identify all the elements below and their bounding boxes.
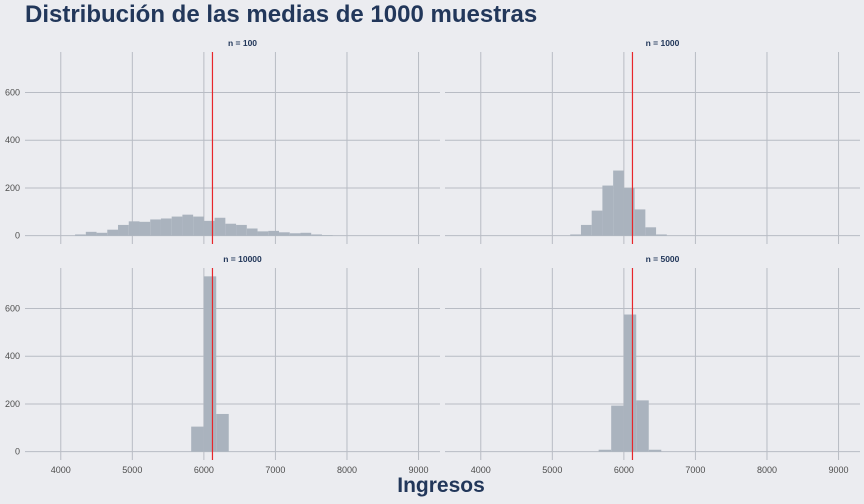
panel-4-bar-4 [636,400,649,452]
panel-1-bar-5 [118,224,129,236]
panel-1-bar-7 [139,221,151,236]
panel-3-y-tick-label-0: 0 [15,447,20,457]
panel-1-bar-19 [268,230,280,236]
panel-3-y-tick-label-400: 400 [5,351,20,361]
panel-2-strip-label: n = 1000 [646,38,680,48]
panel-2-bar-6 [623,187,635,236]
panel-4-bar-5 [648,449,662,452]
panel-1-bar-11 [182,214,194,236]
chart-title: Distribución de las medias de 1000 muest… [25,1,538,28]
panel-3-x-tick-label-7000: 7000 [265,465,285,475]
panel-2-bar-3 [591,210,603,236]
panel-3-y-tick-label-200: 200 [5,399,20,409]
panel-4-strip-label: n = 5000 [646,254,680,264]
panel-1-bar-22 [300,232,312,236]
panel-1-bar-23 [311,234,322,236]
panel-3-bar-3 [216,413,229,452]
panel-2-bar-5 [613,170,624,236]
panel-1-strip-label: n = 100 [228,38,257,48]
panel-3-x-tick-label-9000: 9000 [409,465,429,475]
panel-1-bar-8 [150,219,161,236]
panel-4-x-tick-label-5000: 5000 [542,465,562,475]
panel-1-bar-1 [75,234,86,236]
panel-2-bar-1 [570,234,581,236]
panel-1-bar-6 [128,221,140,236]
panel-1-bar-9 [160,218,172,236]
panel-4-bar-1 [598,449,612,452]
panel-1-bar-16 [236,224,247,236]
panel-1-bar-15 [225,223,237,236]
panel-3-y-tick-label-600: 600 [5,304,20,314]
panel-4-x-tick-label-8000: 8000 [757,465,777,475]
panel-1-bar-3 [96,232,108,236]
panel-3-x-tick-label-8000: 8000 [337,465,357,475]
panel-1-bar-13 [203,220,215,236]
panel-1-bar-18 [257,231,269,236]
panel-2-bar-8 [645,227,657,236]
panel-3-x-tick-label-5000: 5000 [122,465,142,475]
panel-4-x-tick-label-6000: 6000 [614,465,634,475]
panel-1-bar-21 [289,233,301,236]
panel-3-strip-label: n = 10000 [223,254,262,264]
panel-1-y-tick-label-400: 400 [5,135,20,145]
panel-4-x-tick-label-4000: 4000 [471,465,491,475]
panel-1-y-tick-label-0: 0 [15,231,20,241]
panel-1-y-tick-label-200: 200 [5,183,20,193]
panel-1-bar-4 [107,229,119,236]
x-axis-label: Ingresos [397,474,485,497]
panel-1-bar-12 [193,216,204,236]
panel-3-bar-1 [191,426,204,452]
panel-4-x-tick-label-9000: 9000 [829,465,849,475]
panel-1-bar-14 [214,217,226,236]
panel-4-bar-3 [623,314,637,452]
panel-1-bar-17 [246,228,258,236]
panel-2-bar-4 [602,185,614,236]
panel-3-x-tick-label-4000: 4000 [51,465,71,475]
panel-1-bar-2 [85,231,97,236]
panel-3-bar-2 [203,276,217,452]
panel-2-bar-7 [634,209,646,236]
panel-2-bar-2 [580,224,592,236]
panel-2-bar-9 [656,234,667,236]
panel-1-y-tick-label-600: 600 [5,88,20,98]
panel-3-x-tick-label-6000: 6000 [194,465,214,475]
panel-4-bar-2 [611,405,624,452]
panel-1-bar-10 [171,216,183,236]
panel-1-bar-20 [279,232,290,236]
panel-4-x-tick-label-7000: 7000 [685,465,705,475]
